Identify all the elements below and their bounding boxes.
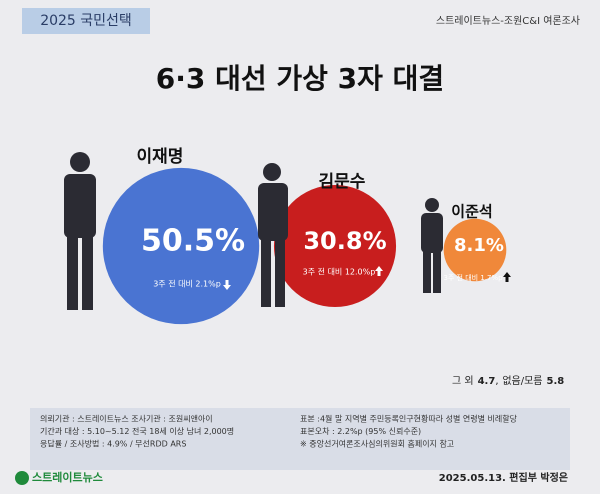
- separator: ,: [495, 376, 498, 387]
- figure-head: [263, 163, 281, 181]
- figure-leg: [82, 236, 93, 310]
- notes-box: [30, 408, 570, 470]
- other-result: 5.8: [546, 376, 564, 387]
- figure-body: [258, 183, 288, 241]
- figure-leg: [423, 251, 431, 293]
- other-result: 그 외: [452, 375, 474, 387]
- change-note: 3주 전 대비 2.1%p: [153, 279, 221, 289]
- figure-leg: [275, 239, 285, 307]
- note: 응답률 / 조사방법 : 4.9% / 무선RDD ARS: [40, 439, 186, 449]
- figure-head: [70, 152, 90, 172]
- change-arrow: [503, 272, 511, 282]
- value-label: 50.5%: [141, 224, 245, 259]
- badge-text: 2025 국민선택: [40, 13, 132, 29]
- figure-leg: [261, 239, 271, 307]
- note: 의뢰기관 : 스트레이트뉴스 조사기관 : 조원씨앤아이: [40, 414, 213, 424]
- change-note: 3주 전 대비 1.7%p: [443, 273, 503, 282]
- bubble: [102, 167, 260, 325]
- change-arrow: [375, 266, 383, 276]
- note: 표본 :4월 말 지역별 주민등록인구현황따라 성별 연령별 비례할당: [300, 414, 518, 424]
- candidate-name: 이재명: [137, 147, 184, 167]
- note: 기간과 대상 : 5.10~5.12 전국 18세 이상 남녀 2,000명: [40, 426, 234, 436]
- change-note: 3주 전 대비 12.0%p: [303, 267, 376, 277]
- source: 스트레이트뉴스-조원C&I 여론조사: [436, 15, 580, 27]
- figure-leg: [433, 251, 441, 293]
- other-result: 4.7: [478, 376, 496, 387]
- bubble: [273, 184, 397, 308]
- figure-body: [421, 213, 443, 253]
- chart-title: 6·3 대선 가상 3자 대결: [156, 62, 444, 95]
- candidate-name: 김문수: [319, 172, 366, 192]
- logo: 스트레이트뉴스: [32, 470, 103, 484]
- figure-leg: [67, 236, 78, 310]
- note: ※ 중앙선거여론조사심의위원회 홈페이지 참고: [300, 439, 454, 449]
- note: 표본오차 : 2.2%p (95% 신뢰수준): [300, 427, 421, 436]
- figure-head: [425, 198, 439, 212]
- figures: [64, 152, 443, 310]
- candidate-name: 이준석: [451, 203, 492, 221]
- logo-icon: [15, 471, 29, 485]
- badge: [22, 8, 150, 34]
- figure-body: [64, 174, 96, 238]
- value-label: 30.8%: [303, 227, 386, 255]
- value-label: 8.1%: [454, 235, 504, 256]
- credit: 2025.05.13. 편집부 박정은: [439, 471, 568, 484]
- bubble: [443, 218, 507, 282]
- other-result: 없음/모름: [502, 374, 542, 387]
- change-arrow: [223, 280, 231, 290]
